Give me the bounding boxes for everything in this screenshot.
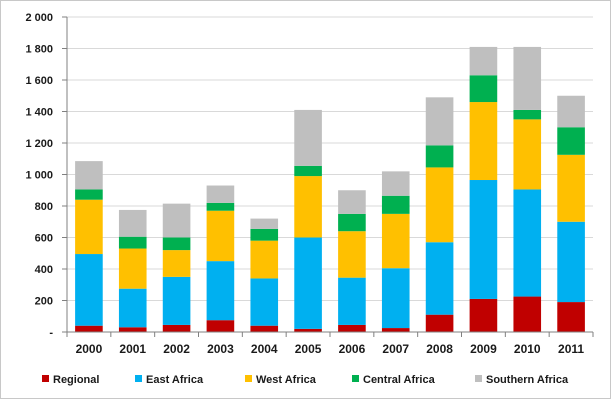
bar-east-africa-2008 bbox=[425, 242, 454, 315]
legend-swatch-east-africa bbox=[135, 375, 142, 382]
legend: Regional East Africa West Africa Central Af… bbox=[42, 374, 569, 386]
x-tick-label: 2011 bbox=[558, 342, 584, 356]
bar-central-africa-2011 bbox=[557, 127, 585, 155]
bar-west-africa-2009 bbox=[469, 102, 498, 181]
bars bbox=[75, 46, 585, 332]
x-tick-label: 2004 bbox=[251, 342, 278, 356]
y-tick-label: 2 000 bbox=[25, 12, 53, 24]
bar-west-africa-2003 bbox=[206, 210, 235, 262]
bar-east-africa-2005 bbox=[294, 237, 322, 329]
gridlines bbox=[67, 16, 593, 301]
bar-west-africa-2008 bbox=[425, 167, 454, 243]
bar-central-africa-2001 bbox=[118, 236, 147, 249]
y-tick-label: 1 200 bbox=[25, 138, 53, 150]
y-tick-label: 800 bbox=[35, 201, 53, 213]
bar-regional-2009 bbox=[469, 298, 498, 332]
bar-regional-2002 bbox=[162, 324, 191, 332]
bar-southern-africa-2011 bbox=[557, 95, 585, 128]
bar-west-africa-2010 bbox=[513, 119, 542, 190]
bar-west-africa-2007 bbox=[381, 213, 410, 269]
bar-central-africa-2006 bbox=[338, 213, 366, 232]
bar-west-africa-2001 bbox=[118, 248, 147, 289]
bar-southern-africa-2010 bbox=[513, 46, 542, 110]
x-tick-label: 2006 bbox=[339, 342, 366, 356]
x-tick-label: 2005 bbox=[295, 342, 322, 356]
bar-central-africa-2004 bbox=[250, 228, 279, 241]
y-tick-label: 1 600 bbox=[25, 75, 53, 87]
bar-regional-2011 bbox=[557, 302, 585, 332]
x-tick-label: 2003 bbox=[207, 342, 234, 356]
bar-southern-africa-2005 bbox=[294, 109, 322, 166]
bar-west-africa-2000 bbox=[75, 199, 103, 255]
bar-central-africa-2009 bbox=[469, 75, 498, 103]
bar-east-africa-2002 bbox=[162, 276, 191, 325]
bar-regional-2004 bbox=[250, 325, 279, 332]
bar-west-africa-2005 bbox=[294, 176, 322, 238]
bar-regional-2005 bbox=[294, 328, 322, 332]
bar-east-africa-2010 bbox=[513, 189, 542, 297]
bar-east-africa-2009 bbox=[469, 180, 498, 299]
bar-regional-2006 bbox=[338, 324, 366, 332]
bar-southern-africa-2008 bbox=[425, 97, 454, 146]
bar-southern-africa-2002 bbox=[162, 203, 191, 238]
legend-label-southern-africa: Southern Africa bbox=[486, 374, 569, 386]
legend-swatch-west-africa bbox=[245, 375, 252, 382]
bar-regional-2001 bbox=[118, 327, 147, 332]
bar-southern-africa-2003 bbox=[206, 185, 235, 203]
x-tick-label: 2000 bbox=[76, 342, 103, 356]
bar-regional-2007 bbox=[381, 328, 410, 332]
bar-west-africa-2004 bbox=[250, 240, 279, 279]
y-tick-label: 1 800 bbox=[25, 44, 53, 56]
legend-label-east-africa: East Africa bbox=[146, 374, 204, 386]
bar-west-africa-2002 bbox=[162, 250, 191, 277]
bar-southern-africa-2004 bbox=[250, 218, 279, 229]
legend-swatch-regional bbox=[42, 375, 49, 382]
x-tick-label: 2002 bbox=[163, 342, 190, 356]
bar-east-africa-2007 bbox=[381, 268, 410, 329]
legend-swatch-central-africa bbox=[352, 375, 359, 382]
legend-swatch-southern-africa bbox=[475, 375, 482, 382]
bar-central-africa-2008 bbox=[425, 145, 454, 168]
bar-east-africa-2003 bbox=[206, 261, 235, 321]
x-tick-label: 2009 bbox=[470, 342, 497, 356]
bar-southern-africa-2007 bbox=[381, 171, 410, 196]
x-tick-label: 2010 bbox=[514, 342, 541, 356]
bar-regional-2010 bbox=[513, 296, 542, 332]
x-tick-label: 2001 bbox=[119, 342, 146, 356]
axes: - 200 400 600 800 1 000 1 200 1 400 1 600 1 800 2 … bbox=[25, 12, 594, 356]
y-tick-label: 200 bbox=[35, 296, 53, 308]
x-tick-label: 2008 bbox=[426, 342, 453, 356]
legend-label-central-africa: Central Africa bbox=[363, 374, 436, 386]
y-tick-label: 1 000 bbox=[25, 170, 53, 182]
bar-southern-africa-2001 bbox=[118, 209, 147, 237]
bar-east-africa-2000 bbox=[75, 254, 103, 326]
bar-central-africa-2003 bbox=[206, 202, 235, 211]
bar-west-africa-2011 bbox=[557, 154, 585, 222]
bar-southern-africa-2006 bbox=[338, 190, 366, 214]
bar-regional-2000 bbox=[75, 325, 103, 332]
bar-east-africa-2011 bbox=[557, 221, 585, 303]
x-tick-label: 2007 bbox=[382, 342, 409, 356]
legend-label-west-africa: West Africa bbox=[256, 374, 317, 386]
bar-central-africa-2000 bbox=[75, 189, 103, 200]
bar-east-africa-2001 bbox=[118, 288, 147, 328]
y-tick-label: - bbox=[49, 327, 53, 339]
bar-central-africa-2005 bbox=[294, 165, 322, 177]
bar-central-africa-2002 bbox=[162, 237, 191, 251]
bar-regional-2003 bbox=[206, 320, 235, 332]
y-tick-label: 600 bbox=[35, 233, 53, 245]
bar-west-africa-2006 bbox=[338, 231, 366, 278]
legend-label-regional: Regional bbox=[53, 374, 99, 386]
bar-regional-2008 bbox=[425, 314, 454, 332]
bar-southern-africa-2009 bbox=[469, 46, 498, 76]
bar-east-africa-2004 bbox=[250, 278, 279, 326]
bar-central-africa-2007 bbox=[381, 195, 410, 214]
y-tick-label: 1 400 bbox=[25, 107, 53, 119]
y-tick-label: 400 bbox=[35, 264, 53, 276]
bar-east-africa-2006 bbox=[338, 277, 366, 325]
bar-central-africa-2010 bbox=[513, 109, 542, 120]
bar-southern-africa-2000 bbox=[75, 161, 103, 190]
